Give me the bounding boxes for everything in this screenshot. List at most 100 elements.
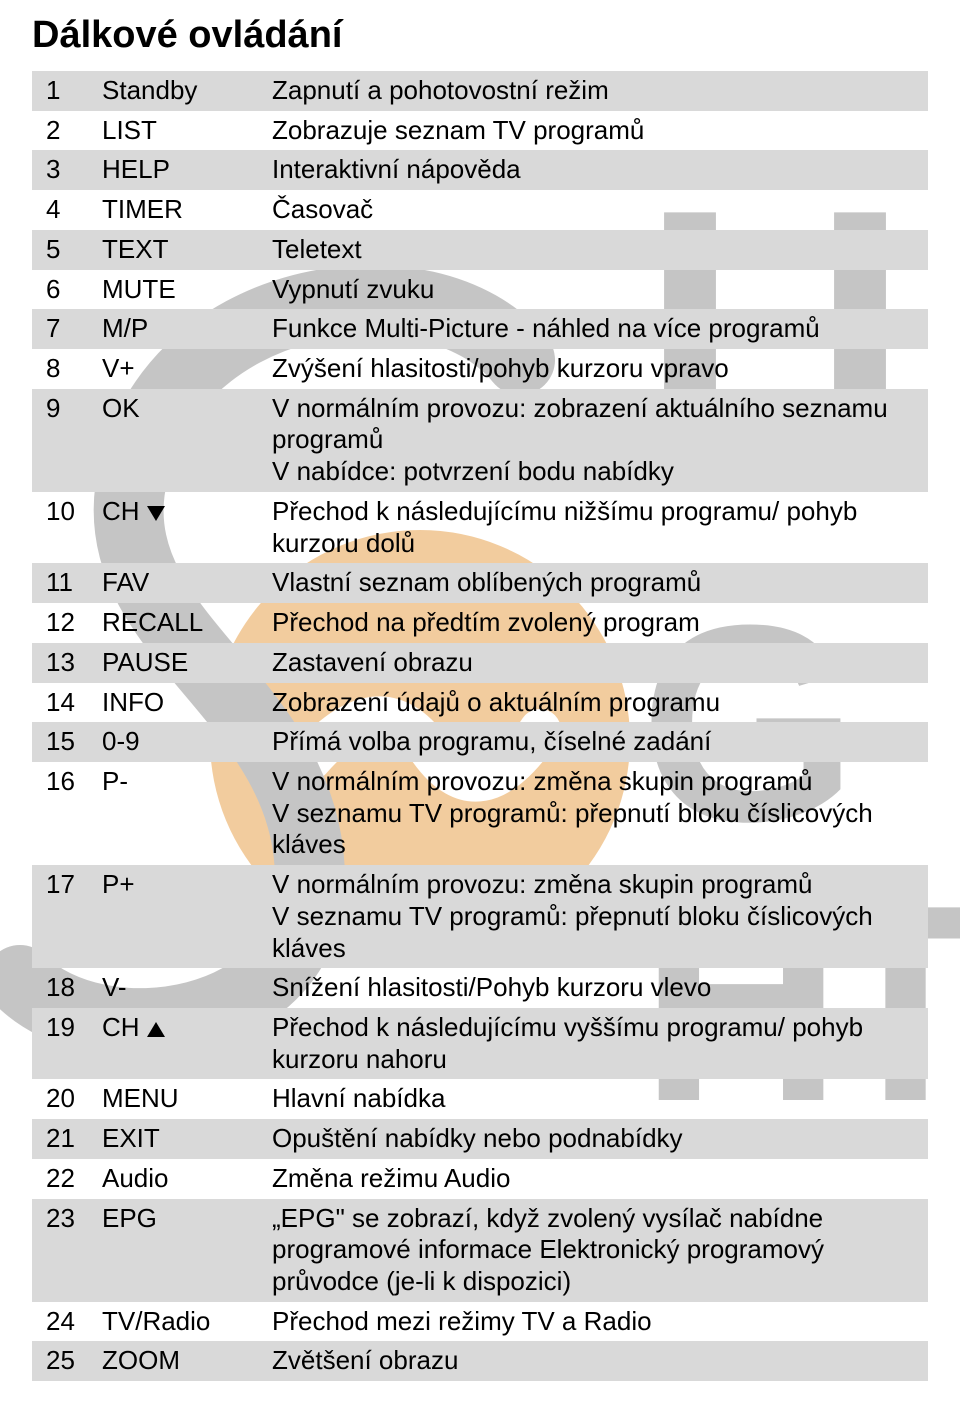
- table-row: 6MUTEVypnutí zvuku: [32, 270, 928, 310]
- row-key: V+: [88, 349, 258, 389]
- table-row: 22AudioZměna režimu Audio: [32, 1159, 928, 1199]
- table-row: 3HELPInteraktivní nápověda: [32, 150, 928, 190]
- table-row: 24TV/RadioPřechod mezi režimy TV a Radio: [32, 1302, 928, 1342]
- table-row: 150-9Přímá volba programu, číselné zadán…: [32, 722, 928, 762]
- row-key: MUTE: [88, 270, 258, 310]
- table-row: 12RECALLPřechod na předtím zvolený progr…: [32, 603, 928, 643]
- row-description: Hlavní nabídka: [258, 1079, 928, 1119]
- table-row: 9OKV normálním provozu: zobrazení aktuál…: [32, 389, 928, 492]
- row-number: 19: [32, 1008, 88, 1079]
- row-key: TIMER: [88, 190, 258, 230]
- row-description: V normálním provozu: změna skupin progra…: [258, 865, 928, 968]
- table-row: 21EXITOpuštění nabídky nebo podnabídky: [32, 1119, 928, 1159]
- row-key-text: CH: [102, 496, 147, 526]
- row-description: Zastavení obrazu: [258, 643, 928, 683]
- row-key: TV/Radio: [88, 1302, 258, 1342]
- row-key: V-: [88, 968, 258, 1008]
- row-number: 8: [32, 349, 88, 389]
- row-number: 25: [32, 1341, 88, 1381]
- row-description: V normálním provozu: zobrazení aktuálníh…: [258, 389, 928, 492]
- row-description: V normálním provozu: změna skupin progra…: [258, 762, 928, 865]
- row-description: Přechod k následujícímu nižšímu programu…: [258, 492, 928, 563]
- page: L I G H T Dálkové ovládání 1StandbyZapnu…: [0, 0, 960, 1401]
- row-number: 12: [32, 603, 88, 643]
- row-number: 18: [32, 968, 88, 1008]
- row-key: M/P: [88, 309, 258, 349]
- row-description: Interaktivní nápověda: [258, 150, 928, 190]
- row-number: 10: [32, 492, 88, 563]
- row-key: Standby: [88, 71, 258, 111]
- row-key: EPG: [88, 1199, 258, 1302]
- row-description: Přechod na předtím zvolený program: [258, 603, 928, 643]
- row-description: Změna režimu Audio: [258, 1159, 928, 1199]
- table-row: 23EPG„EPG" se zobrazí, když zvolený vysí…: [32, 1199, 928, 1302]
- row-key: ZOOM: [88, 1341, 258, 1381]
- row-number: 3: [32, 150, 88, 190]
- row-description: Opuštění nabídky nebo podnabídky: [258, 1119, 928, 1159]
- row-number: 14: [32, 683, 88, 723]
- row-number: 23: [32, 1199, 88, 1302]
- row-key: PAUSE: [88, 643, 258, 683]
- row-key: OK: [88, 389, 258, 492]
- row-description: Snížení hlasitosti/Pohyb kurzoru vlevo: [258, 968, 928, 1008]
- row-key: 0-9: [88, 722, 258, 762]
- row-key: CH: [88, 1008, 258, 1079]
- table-row: 25ZOOMZvětšení obrazu: [32, 1341, 928, 1381]
- row-number: 17: [32, 865, 88, 968]
- row-number: 6: [32, 270, 88, 310]
- row-description: „EPG" se zobrazí, když zvolený vysílač n…: [258, 1199, 928, 1302]
- table-row: 17P+V normálním provozu: změna skupin pr…: [32, 865, 928, 968]
- row-key: HELP: [88, 150, 258, 190]
- row-number: 1: [32, 71, 88, 111]
- row-number: 16: [32, 762, 88, 865]
- table-row: 11FAV Vlastní seznam oblíbených programů: [32, 563, 928, 603]
- row-number: 13: [32, 643, 88, 683]
- row-key: CH: [88, 492, 258, 563]
- row-description: Zobrazuje seznam TV programů: [258, 111, 928, 151]
- table-row: 4TIMERČasovač: [32, 190, 928, 230]
- row-key: RECALL: [88, 603, 258, 643]
- table-row: 20MENU Hlavní nabídka: [32, 1079, 928, 1119]
- row-number: 2: [32, 111, 88, 151]
- table-row: 16P-V normálním provozu: změna skupin pr…: [32, 762, 928, 865]
- row-description: Zvýšení hlasitosti/pohyb kurzoru vpravo: [258, 349, 928, 389]
- table-row: 18V-Snížení hlasitosti/Pohyb kurzoru vle…: [32, 968, 928, 1008]
- row-description: Přechod mezi režimy TV a Radio: [258, 1302, 928, 1342]
- table-row: 7M/PFunkce Multi-Picture - náhled na víc…: [32, 309, 928, 349]
- row-number: 7: [32, 309, 88, 349]
- remote-control-table: 1StandbyZapnutí a pohotovostní režim2LIS…: [32, 71, 928, 1381]
- row-number: 22: [32, 1159, 88, 1199]
- row-number: 21: [32, 1119, 88, 1159]
- row-description: Teletext: [258, 230, 928, 270]
- table-row: 10 CH Přechod k následujícímu nižšímu pro…: [32, 492, 928, 563]
- triangle-down-icon: [147, 506, 165, 521]
- table-row: 14INFOZobrazení údajů o aktuálním progra…: [32, 683, 928, 723]
- row-number: 4: [32, 190, 88, 230]
- row-description: Zobrazení údajů o aktuálním programu: [258, 683, 928, 723]
- row-description: Časovač: [258, 190, 928, 230]
- row-key: FAV: [88, 563, 258, 603]
- row-description: Funkce Multi-Picture - náhled na více pr…: [258, 309, 928, 349]
- row-description: Zvětšení obrazu: [258, 1341, 928, 1381]
- row-key: INFO: [88, 683, 258, 723]
- row-key: Audio: [88, 1159, 258, 1199]
- row-number: 11: [32, 563, 88, 603]
- row-key: TEXT: [88, 230, 258, 270]
- row-description: Vypnutí zvuku: [258, 270, 928, 310]
- row-description: Přechod k následujícímu vyššímu programu…: [258, 1008, 928, 1079]
- row-number: 24: [32, 1302, 88, 1342]
- table-row: 2LISTZobrazuje seznam TV programů: [32, 111, 928, 151]
- row-number: 20: [32, 1079, 88, 1119]
- row-key: MENU: [88, 1079, 258, 1119]
- triangle-up-icon: [147, 1022, 165, 1037]
- table-row: 1StandbyZapnutí a pohotovostní režim: [32, 71, 928, 111]
- row-key: LIST: [88, 111, 258, 151]
- row-key-text: CH: [102, 1012, 147, 1042]
- row-description: Přímá volba programu, číselné zadání: [258, 722, 928, 762]
- row-key: P+: [88, 865, 258, 968]
- row-number: 5: [32, 230, 88, 270]
- row-number: 15: [32, 722, 88, 762]
- page-title: Dálkové ovládání: [32, 14, 928, 57]
- row-description: Vlastní seznam oblíbených programů: [258, 563, 928, 603]
- table-row: 8V+Zvýšení hlasitosti/pohyb kurzoru vpra…: [32, 349, 928, 389]
